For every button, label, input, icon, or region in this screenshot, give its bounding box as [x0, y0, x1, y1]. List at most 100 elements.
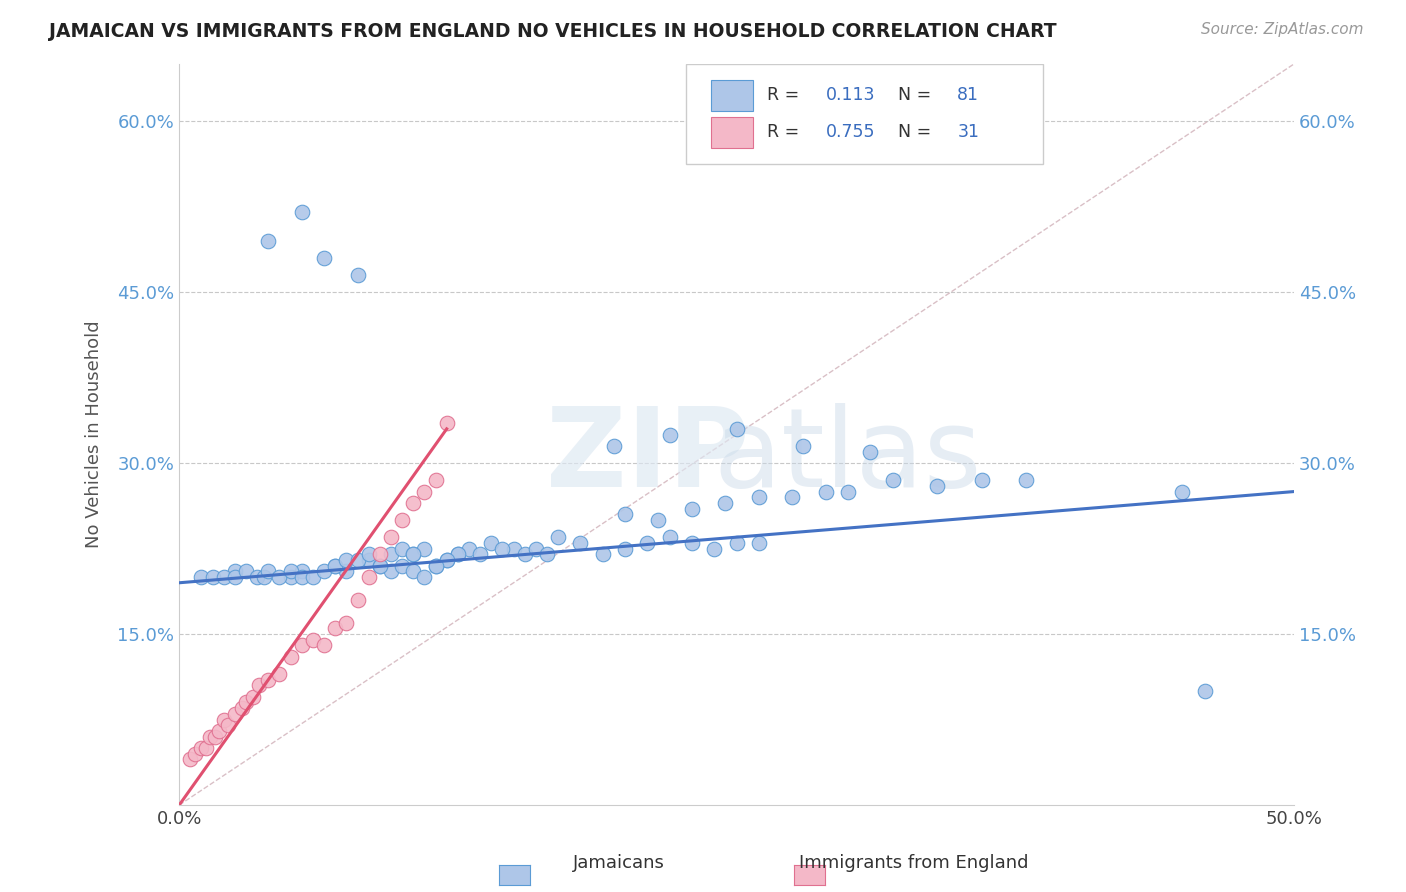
Point [1015, 473, 1038, 487]
Bar [711, 79, 754, 111]
Point [208, 723, 231, 738]
Point [458, 541, 481, 556]
Point [681, 536, 703, 550]
Point [217, 718, 239, 732]
Point [257, 673, 280, 687]
Point [346, 268, 368, 282]
Y-axis label: No Vehicles in Household: No Vehicles in Household [86, 321, 103, 549]
FancyBboxPatch shape [686, 64, 1043, 164]
Point [391, 541, 413, 556]
Point [425, 558, 447, 573]
Point [391, 513, 413, 527]
Bar [711, 117, 754, 148]
Point [380, 547, 402, 561]
Point [502, 541, 524, 556]
Point [291, 565, 314, 579]
Point [269, 667, 291, 681]
Point [323, 621, 346, 635]
Point [402, 547, 425, 561]
Text: R =: R = [766, 123, 804, 141]
Point [436, 416, 458, 430]
Point [447, 547, 470, 561]
Point [725, 422, 748, 436]
Point [748, 490, 770, 504]
Point [927, 479, 949, 493]
Point [335, 565, 357, 579]
Point [391, 558, 413, 573]
Point [1171, 484, 1194, 499]
Text: 0.113: 0.113 [825, 87, 875, 104]
Point [335, 615, 357, 630]
Point [748, 536, 770, 550]
Point [314, 639, 336, 653]
Text: JAMAICAN VS IMMIGRANTS FROM ENGLAND NO VEHICLES IN HOUSEHOLD CORRELATION CHART: JAMAICAN VS IMMIGRANTS FROM ENGLAND NO V… [49, 22, 1057, 41]
Point [380, 530, 402, 544]
Point [357, 547, 380, 561]
Point [513, 547, 536, 561]
Point [204, 730, 226, 744]
Point [970, 473, 993, 487]
Point [224, 706, 246, 721]
Text: N =: N = [898, 123, 936, 141]
Point [792, 439, 814, 453]
Point [224, 565, 246, 579]
Point [491, 541, 513, 556]
Point [703, 541, 725, 556]
Point [413, 570, 436, 584]
Point [253, 570, 276, 584]
Point [184, 747, 207, 761]
Point [425, 473, 447, 487]
Point [402, 496, 425, 510]
Point [194, 741, 217, 756]
Point [280, 565, 302, 579]
Point [425, 558, 447, 573]
Text: Source: ZipAtlas.com: Source: ZipAtlas.com [1201, 22, 1364, 37]
Point [212, 570, 235, 584]
Point [280, 649, 302, 664]
Point [302, 570, 325, 584]
Point [249, 678, 271, 692]
Point [780, 490, 803, 504]
Point [335, 553, 357, 567]
Point [291, 639, 314, 653]
Point [592, 547, 614, 561]
Point [647, 513, 669, 527]
Point [658, 530, 681, 544]
Point [402, 547, 425, 561]
Point [291, 205, 314, 219]
Point [235, 696, 257, 710]
Point [368, 558, 391, 573]
Point [725, 536, 748, 550]
Text: 81: 81 [957, 87, 979, 104]
Text: ZIP: ZIP [546, 403, 749, 510]
Point [368, 547, 391, 561]
Point [235, 565, 257, 579]
Point [314, 565, 336, 579]
Point [436, 553, 458, 567]
Point [447, 547, 470, 561]
Text: N =: N = [898, 87, 936, 104]
Point [201, 570, 224, 584]
Point [413, 484, 436, 499]
Text: Immigrants from England: Immigrants from England [799, 855, 1029, 872]
Point [468, 547, 491, 561]
Text: atlas: atlas [714, 403, 983, 510]
Point [257, 565, 280, 579]
Point [614, 541, 637, 556]
Point [569, 536, 592, 550]
Point [714, 496, 737, 510]
Point [291, 570, 314, 584]
Point [658, 427, 681, 442]
Point [323, 558, 346, 573]
Text: Jamaicans: Jamaicans [572, 855, 665, 872]
Point [357, 570, 380, 584]
Point [380, 565, 402, 579]
Point [224, 570, 246, 584]
Point [314, 251, 336, 265]
Point [1194, 684, 1216, 698]
Point [231, 701, 253, 715]
Point [280, 570, 302, 584]
Text: 31: 31 [957, 123, 979, 141]
Point [436, 553, 458, 567]
Point [859, 444, 882, 458]
